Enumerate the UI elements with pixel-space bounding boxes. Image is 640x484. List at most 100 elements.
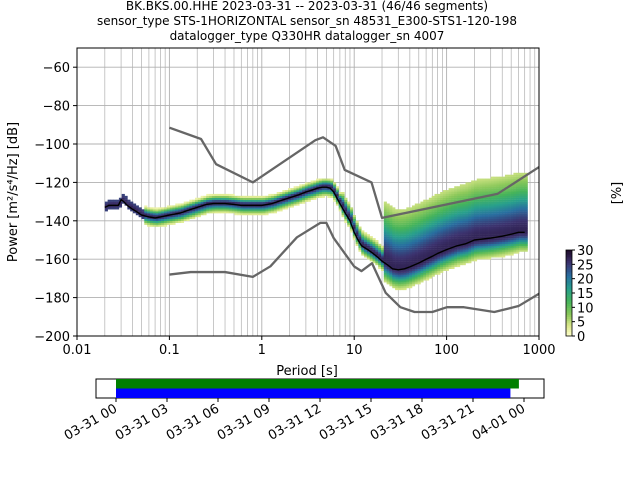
heatmap-cell	[479, 234, 483, 237]
heatmap-cell	[437, 228, 441, 231]
heatmap-cell	[521, 215, 525, 218]
heatmap-cell	[490, 178, 494, 181]
heatmap-cell	[194, 197, 199, 200]
heatmap-cell	[507, 174, 511, 177]
heatmap-cell	[310, 188, 314, 191]
heatmap-cell	[488, 228, 492, 231]
heatmap-cell	[409, 280, 413, 283]
heatmap-cell	[479, 190, 483, 193]
heatmap-cell	[468, 213, 472, 216]
heatmap-cell	[240, 199, 244, 202]
heatmap-cell	[479, 228, 483, 231]
heatmap-cell	[116, 207, 120, 210]
heatmap-cell	[389, 220, 393, 223]
heatmap-cell	[225, 195, 230, 198]
heatmap-cell	[476, 257, 480, 260]
heatmap-cell	[158, 216, 162, 220]
heatmap-cell	[386, 228, 390, 231]
heatmap-cell	[502, 241, 506, 245]
heatmap-cell	[330, 192, 334, 195]
heatmap-cell	[395, 209, 399, 212]
heatmap-cell	[242, 197, 247, 200]
heatmap-cell	[476, 226, 480, 229]
heatmap-cell	[519, 180, 523, 183]
heatmap-cell	[445, 224, 449, 227]
heatmap-cell	[479, 188, 483, 191]
heatmap-cell	[378, 266, 382, 269]
heatmap-cell	[476, 192, 480, 195]
heatmap-cell	[366, 241, 371, 245]
heatmap-cell	[445, 205, 449, 208]
heatmap-cell	[321, 190, 325, 193]
heatmap-cell	[217, 195, 221, 198]
heatmap-cell	[521, 197, 525, 200]
heatmap-cell	[423, 226, 427, 229]
heatmap-cell	[228, 201, 232, 204]
heatmap-cell	[502, 178, 506, 181]
heatmap-cell	[248, 209, 252, 212]
heatmap-cell	[482, 253, 486, 256]
heatmap-cell	[352, 215, 356, 218]
heatmap-cell	[389, 234, 393, 237]
heatmap-cell	[431, 268, 435, 271]
heatmap-cell	[395, 220, 399, 223]
heatmap-cell	[411, 236, 416, 239]
heatmap-cell	[383, 274, 387, 277]
heatmap-cell	[445, 232, 449, 235]
heatmap-cell	[442, 247, 447, 250]
heatmap-cell	[476, 190, 480, 193]
heatmap-cell	[386, 222, 390, 225]
heatmap-cell	[442, 228, 447, 231]
heatmap-cell	[285, 192, 289, 195]
heatmap-cell	[389, 238, 393, 241]
heatmap-cell	[490, 201, 494, 204]
heatmap-cell	[521, 180, 525, 183]
heatmap-cell	[502, 232, 506, 235]
heatmap-cell	[386, 272, 390, 275]
colorbar-segment	[566, 297, 572, 300]
heatmap-cell	[341, 199, 345, 202]
heatmap-cell	[479, 201, 483, 204]
heatmap-cell	[454, 222, 458, 225]
heatmap-cell	[516, 241, 520, 245]
heatmap-cell	[234, 209, 238, 212]
heatmap-cell	[499, 178, 503, 181]
colorbar-segment	[566, 286, 572, 289]
heatmap-cell	[392, 286, 396, 289]
heatmap-cell	[434, 195, 438, 198]
heatmap-cell	[510, 240, 514, 243]
heatmap-cell	[428, 266, 432, 269]
heatmap-cell	[431, 264, 435, 268]
heatmap-cell	[437, 259, 441, 262]
heatmap-cell	[524, 245, 528, 248]
heatmap-cell	[504, 236, 509, 239]
heatmap-cell	[454, 257, 458, 260]
heatmap-cell	[282, 192, 286, 195]
x-axis-label: Period [s]	[276, 364, 338, 379]
heatmap-cell	[225, 209, 230, 212]
heatmap-cell	[400, 278, 404, 281]
heatmap-cell	[510, 203, 514, 206]
heatmap-cell	[240, 209, 244, 212]
heatmap-cell	[392, 222, 396, 225]
heatmap-cell	[386, 218, 390, 221]
heatmap-cell	[499, 188, 503, 191]
heatmap-cell	[279, 203, 283, 206]
heatmap-cell	[488, 232, 492, 235]
heatmap-cell	[428, 234, 432, 237]
heatmap-cell	[513, 245, 517, 248]
heatmap-cell	[321, 193, 325, 197]
heatmap-cell	[369, 247, 373, 250]
heatmap-cell	[417, 215, 421, 218]
heatmap-cell	[414, 266, 418, 269]
heatmap-cell	[431, 270, 435, 273]
heatmap-cell	[485, 226, 489, 229]
heatmap-cell	[521, 222, 525, 225]
heatmap-cell	[414, 249, 418, 252]
heatmap-cell	[223, 211, 227, 214]
heatmap-cell	[192, 209, 196, 212]
heatmap-cell	[411, 215, 416, 218]
plot-grid	[76, 48, 539, 337]
heatmap-cell	[406, 238, 410, 241]
heatmap-cell	[411, 253, 416, 256]
